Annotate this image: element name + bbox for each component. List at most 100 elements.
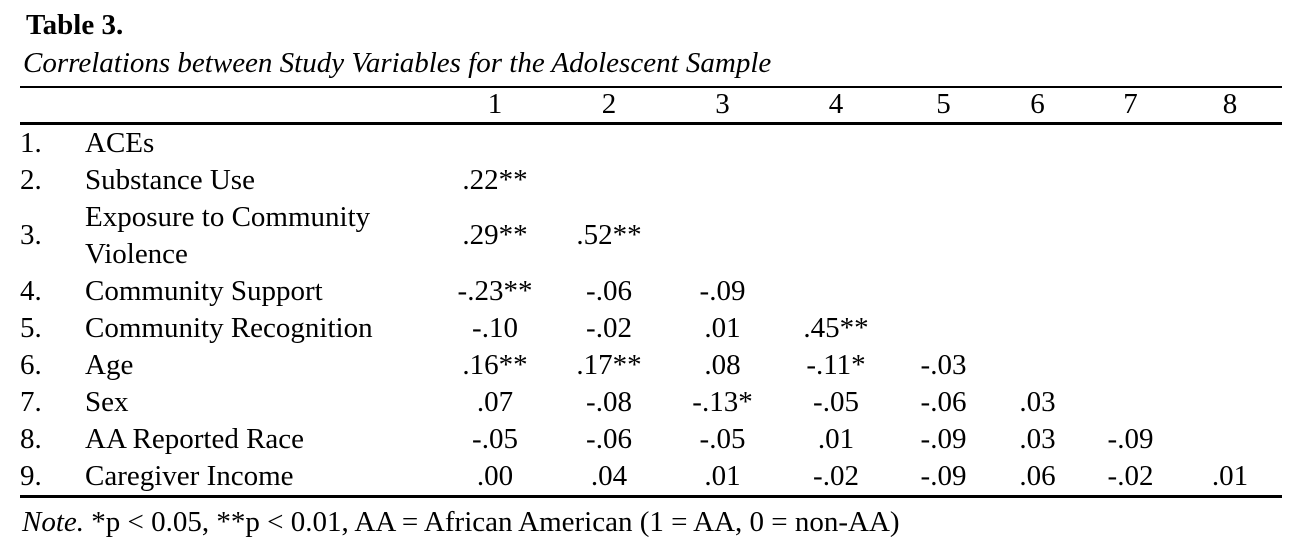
note-prefix: Note. (22, 505, 85, 538)
table-title: Correlations between Study Variables for… (23, 47, 772, 79)
cell-value (992, 123, 1083, 162)
cell-value (550, 162, 668, 199)
row-number: 1. (20, 126, 42, 159)
cell-value (668, 162, 777, 199)
cell-value (550, 123, 668, 162)
cell-value: .08 (704, 348, 741, 381)
table-note: Note. *p < 0.05, **p < 0.01, AA = Africa… (22, 503, 1294, 541)
cell-value (1083, 273, 1178, 310)
cell-value: -.09 (1107, 422, 1154, 455)
table-row: 9. Caregiver Income .00 .04 .01 -.02 -.0… (20, 458, 1282, 497)
table-number: Table 3. (26, 9, 124, 41)
cell-value (1178, 310, 1282, 347)
cell-value: .52** (576, 219, 642, 251)
cell-value: -.06 (920, 385, 967, 418)
cell-value: .00 (476, 459, 514, 492)
cell-value (1083, 123, 1178, 162)
row-number: 8. (20, 422, 42, 455)
cell-value: -.23** (457, 274, 533, 307)
cell-value: .01 (704, 311, 741, 344)
cell-value (992, 199, 1083, 273)
row-label: Sex (85, 385, 129, 418)
cell-value (1178, 384, 1282, 421)
cell-value: .17** (576, 348, 642, 381)
cell-value: -.09 (699, 274, 746, 307)
table-row: 7. Sex .07 -.08 -.13* -.05 -.06 .03 (20, 384, 1282, 421)
cell-value: .01 (1211, 459, 1249, 492)
row-number: 6. (20, 348, 42, 381)
cell-value: -.03 (920, 348, 967, 381)
row-number: 4. (20, 274, 42, 307)
cell-value: .06 (1019, 459, 1056, 492)
row-number: 7. (20, 385, 42, 418)
cell-value (1083, 384, 1178, 421)
table-row: 8. AA Reported Race -.05 -.06 -.05 .01 -… (20, 421, 1282, 458)
cell-value: .16** (462, 348, 528, 381)
cell-value: -.02 (586, 311, 632, 344)
row-label: Community Support (85, 274, 323, 307)
cell-value: .22** (462, 163, 528, 196)
row-label: Substance Use (85, 163, 255, 196)
cell-value: -.09 (920, 459, 967, 492)
cell-value (895, 162, 992, 199)
cell-value: -.02 (1107, 459, 1154, 492)
correlation-table: 1 2 3 4 5 6 7 8 1. ACEs (20, 86, 1282, 498)
cell-value (992, 310, 1083, 347)
row-number: 2. (20, 163, 42, 196)
cell-value (777, 123, 895, 162)
cell-value: -.13* (692, 385, 753, 418)
cell-value (1083, 162, 1178, 199)
cell-value (777, 162, 895, 199)
cell-value: .03 (1019, 422, 1056, 455)
column-header: 1 (487, 88, 503, 121)
cell-value: -.05 (472, 422, 518, 455)
row-label: Community Recognition (85, 311, 373, 344)
cell-value (1178, 273, 1282, 310)
cell-value: .04 (590, 459, 628, 492)
row-number: 3. (20, 219, 42, 251)
cell-value (1178, 123, 1282, 162)
column-header: 3 (715, 88, 730, 121)
cell-value: -.06 (586, 274, 632, 307)
row-label: Exposure to Community Violence (85, 200, 371, 270)
cell-value (1178, 421, 1282, 458)
cell-value (895, 199, 992, 273)
cell-value: -.02 (813, 459, 859, 492)
table-body: 1. ACEs 2. Substance Use .22** (20, 123, 1282, 496)
cell-value (440, 123, 550, 162)
column-header: 4 (828, 88, 844, 121)
cell-value (895, 123, 992, 162)
column-header: 2 (601, 88, 617, 121)
column-header: 8 (1222, 88, 1238, 121)
cell-value (895, 273, 992, 310)
cell-value: -.06 (586, 422, 632, 455)
row-label: ACEs (85, 126, 155, 159)
row-label: Caregiver Income (85, 459, 294, 492)
column-header: 5 (936, 88, 951, 121)
table-row: 6. Age .16** .17** .08 -.11* -.03 (20, 347, 1282, 384)
cell-value (1178, 347, 1282, 384)
table-row: 2. Substance Use .22** (20, 162, 1282, 199)
table-row: 4. Community Support -.23** -.06 -.09 (20, 273, 1282, 310)
cell-value: .01 (817, 422, 855, 455)
cell-value (992, 162, 1083, 199)
cell-value (777, 273, 895, 310)
row-label: Age (85, 348, 134, 381)
cell-value: .45** (803, 311, 869, 344)
cell-value: .07 (476, 385, 514, 418)
cell-value: .01 (704, 459, 741, 492)
cell-value (668, 199, 777, 273)
cell-value (1083, 199, 1178, 273)
cell-value: -.11* (806, 348, 866, 381)
cell-value: -.05 (699, 422, 746, 455)
cell-value (895, 310, 992, 347)
column-header: 6 (1030, 88, 1045, 121)
column-header: 7 (1123, 88, 1138, 121)
cell-value: -.05 (813, 385, 859, 418)
table-row: 3. Exposure to Community Violence .29** … (20, 199, 1282, 273)
header-spacer (20, 87, 85, 123)
cell-value (1178, 199, 1282, 273)
table-header: 1 2 3 4 5 6 7 8 (20, 87, 1282, 123)
cell-value (777, 199, 895, 273)
